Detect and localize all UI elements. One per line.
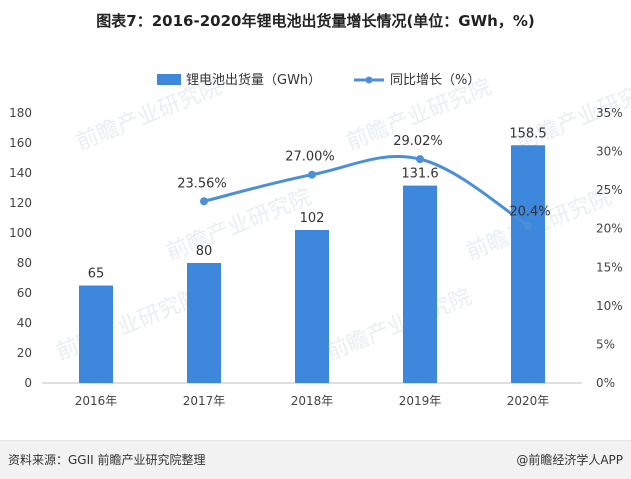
- y-right-tick-label: 5%: [596, 337, 615, 351]
- x-tick-label: 2018年: [291, 394, 334, 408]
- growth-point: [416, 155, 424, 164]
- y-left-tick-label: 80: [17, 256, 32, 270]
- y-right-tick-label: 20%: [596, 222, 623, 236]
- y-left-tick-label: 60: [17, 286, 32, 300]
- watermark-text: 前瞻产业研究院: [53, 285, 205, 366]
- growth-point: [524, 221, 532, 230]
- brand-credit: @前瞻经济学人APP: [516, 453, 623, 467]
- bar-series: [79, 145, 545, 383]
- legend-bar-label: 锂电池出货量（GWh）: [186, 72, 321, 88]
- bar-value-label: 158.5: [509, 126, 546, 141]
- growth-point: [200, 197, 208, 206]
- y-left-tick-label: 180: [9, 106, 32, 120]
- y-left-tick-label: 40: [17, 316, 32, 330]
- watermark-text: 前瞻产业研究院: [323, 285, 475, 366]
- y-left-tick-label: 140: [9, 166, 32, 180]
- bar: [187, 263, 221, 383]
- growth-point: [308, 170, 316, 179]
- source-note: 资料来源：GGII 前瞻产业研究院整理: [8, 453, 206, 467]
- data-labels: 65 80 102 131.6 158.5 23.56% 27.00% 29.02% 20.4%: [88, 126, 551, 281]
- axes: 0 20 40 60 80 100 120 140 160 180 0% 5% 10% 15% 20% 25%…: [9, 106, 623, 408]
- footer: 资料来源：GGII 前瞻产业研究院整理 @前瞻经济学人APP: [0, 440, 631, 479]
- legend-line-marker: [365, 76, 373, 84]
- legend: 锂电池出货量（GWh） 同比增长（%）: [157, 72, 480, 88]
- bar-value-label: 102: [300, 211, 325, 226]
- y-left-tick-label: 120: [9, 196, 32, 210]
- bar: [511, 145, 545, 383]
- x-tick-label: 2020年: [507, 394, 550, 408]
- y-right-tick-label: 35%: [596, 106, 623, 120]
- growth-value-label: 20.4%: [509, 205, 550, 220]
- y-right-tick-label: 25%: [596, 183, 623, 197]
- y-left-tick-label: 0: [24, 376, 32, 390]
- y-left-tick-label: 160: [9, 136, 32, 150]
- chart-title: 图表7：2016-2020年锂电池出货量增长情况(单位：GWh，%): [96, 12, 535, 30]
- y-right-tick-label: 10%: [596, 299, 623, 313]
- legend-bar-swatch: [157, 74, 181, 85]
- y-right-tick-label: 15%: [596, 260, 623, 274]
- line-series: [200, 155, 532, 230]
- x-tick-label: 2017年: [183, 394, 226, 408]
- bar-value-label: 65: [88, 267, 105, 282]
- growth-value-label: 27.00%: [285, 150, 335, 165]
- y-left-tick-label: 20: [17, 346, 32, 360]
- watermark-text: 前瞻产业研究院: [163, 185, 315, 266]
- x-tick-label: 2016年: [75, 394, 118, 408]
- growth-line: [203, 155, 529, 227]
- y-right-tick-label: 0%: [596, 376, 615, 390]
- bar-value-label: 131.6: [401, 167, 438, 182]
- y-right-tick-label: 30%: [596, 145, 623, 159]
- bar: [403, 185, 437, 383]
- bar: [79, 285, 113, 383]
- legend-line-label: 同比增长（%）: [390, 73, 480, 88]
- bar-value-label: 80: [196, 244, 213, 259]
- growth-value-label: 29.02%: [393, 134, 443, 149]
- bar: [295, 230, 329, 383]
- y-left-tick-label: 100: [9, 226, 32, 240]
- growth-value-label: 23.56%: [177, 176, 227, 191]
- x-tick-label: 2019年: [399, 394, 442, 408]
